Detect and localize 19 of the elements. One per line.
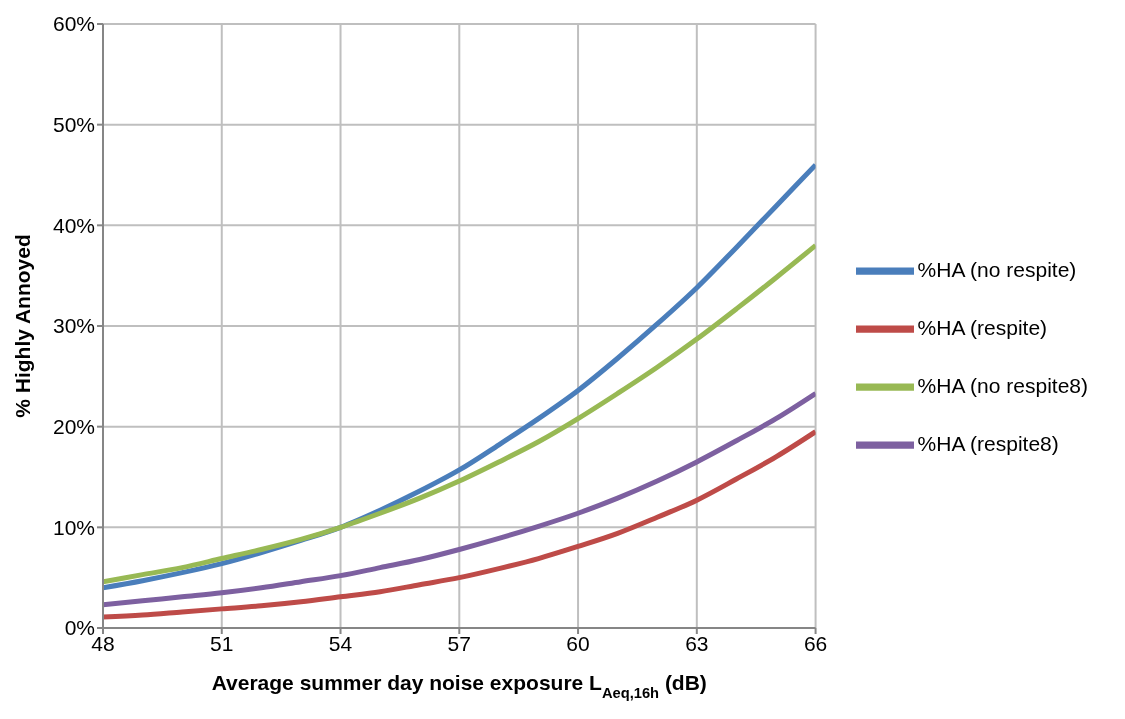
legend-label: %HA (no respite8) <box>917 373 1088 397</box>
y-axis-title: % Highly Annoyed <box>11 234 34 418</box>
x-tick-label: 57 <box>447 631 471 655</box>
y-tick-label: 30% <box>52 314 95 338</box>
y-tick-label: 60% <box>52 12 95 36</box>
legend-label: %HA (respite) <box>917 315 1048 339</box>
legend-label: %HA (no respite) <box>917 257 1077 281</box>
y-tick-label: 10% <box>52 515 95 539</box>
legend-label: %HA (respite8) <box>917 431 1059 455</box>
x-tick-label: 66 <box>803 631 828 655</box>
y-tick-label: 40% <box>52 213 95 237</box>
x-tick-label: 54 <box>328 631 353 655</box>
y-tick-label: 20% <box>52 415 95 439</box>
x-axis-title: Average summer day noise exposure L$_{Aeq,16h}$ (dB) <box>211 671 707 701</box>
y-tick-label: 50% <box>52 113 95 137</box>
x-tick-label: 60 <box>566 631 590 655</box>
x-tick-label: 63 <box>685 631 709 655</box>
x-tick-label: 51 <box>210 631 234 655</box>
y-tick-label: 0% <box>64 616 95 640</box>
